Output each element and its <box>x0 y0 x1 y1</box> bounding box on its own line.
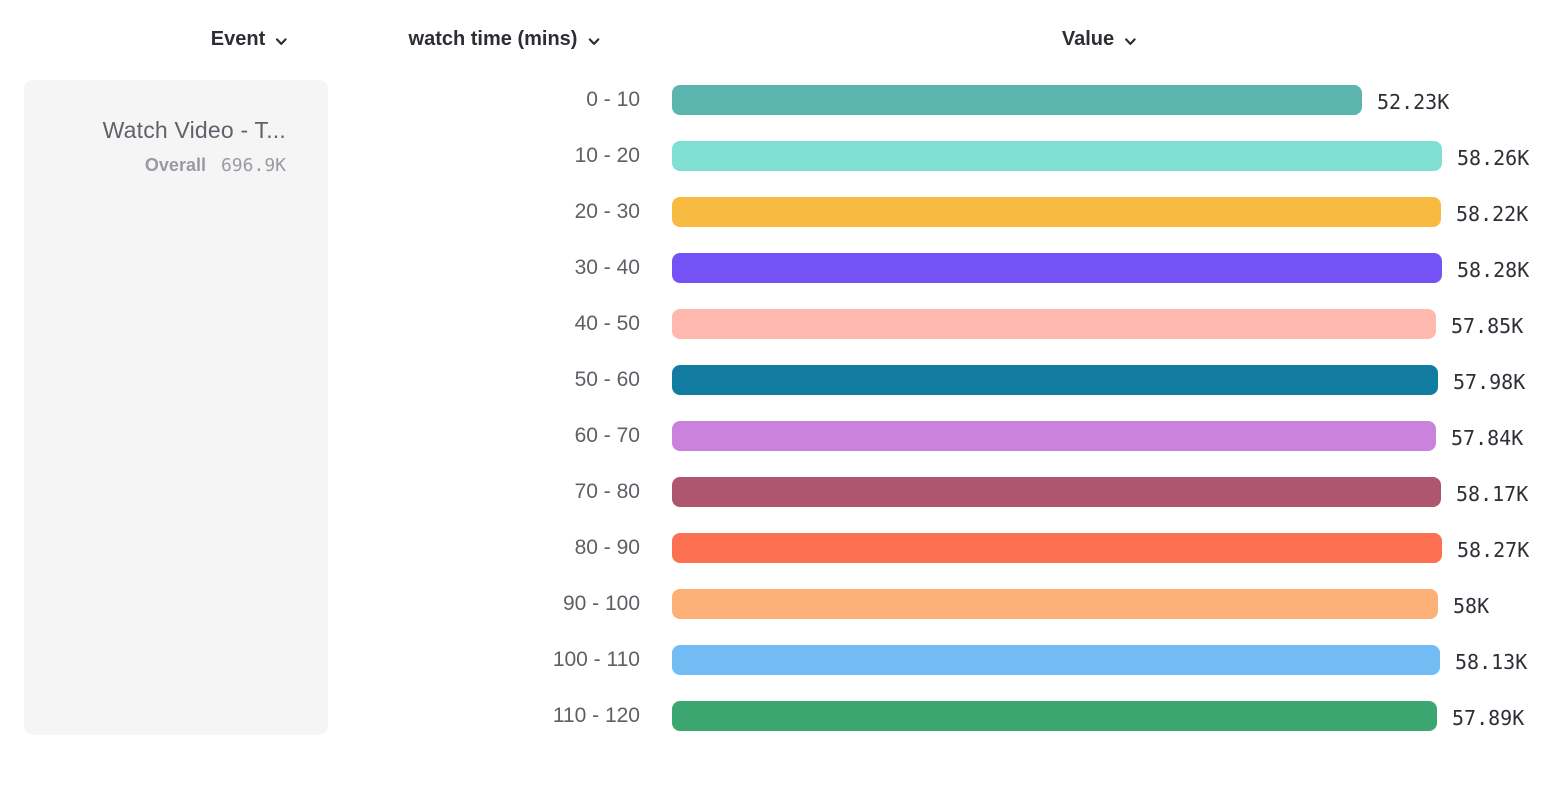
bar[interactable] <box>672 141 1442 171</box>
overall-value: 696.9K <box>220 154 286 176</box>
bar[interactable] <box>672 421 1436 451</box>
category-label: 60 - 70 <box>574 424 640 447</box>
bar[interactable] <box>672 533 1442 563</box>
value-column-header[interactable]: Value <box>1062 28 1138 51</box>
value-label: 58.22K <box>1456 202 1529 226</box>
chart-row: 30 - 40 58.28K <box>0 253 1568 283</box>
value-label: 57.84K <box>1451 426 1524 450</box>
bar[interactable] <box>672 309 1436 339</box>
chart-row: 20 - 30 58.22K <box>0 197 1568 227</box>
category-label: 20 - 30 <box>574 200 640 223</box>
chart-row: 50 - 60 57.98K <box>0 365 1568 395</box>
value-label: 58.28K <box>1457 258 1530 282</box>
chart-row: 110 - 120 57.89K <box>0 701 1568 731</box>
category-label: 0 - 10 <box>586 88 640 111</box>
chart-row: 70 - 80 58.17K <box>0 477 1568 507</box>
chart-row: 40 - 50 57.85K <box>0 309 1568 339</box>
category-label: 40 - 50 <box>574 312 640 335</box>
event-card[interactable]: Watch Video - T... Overall 696.9K <box>24 80 328 735</box>
category-label: 30 - 40 <box>574 256 640 279</box>
event-column-label: Event <box>210 28 266 50</box>
chart-row: 60 - 70 57.84K <box>0 421 1568 451</box>
breakdown-column-label: watch time (mins) <box>408 28 578 50</box>
value-label: 57.89K <box>1452 706 1525 730</box>
value-label: 58.26K <box>1457 146 1530 170</box>
chart-row: 90 - 100 58K <box>0 589 1568 619</box>
chart-row: 10 - 20 58.26K <box>0 141 1568 171</box>
chart-row: 80 - 90 58.27K <box>0 533 1568 563</box>
category-label: 80 - 90 <box>574 536 640 559</box>
chevron-down-icon <box>588 37 600 45</box>
chart-row: 0 - 10 52.23K <box>0 85 1568 115</box>
chevron-down-icon <box>276 37 288 45</box>
event-title: Watch Video - T... <box>102 117 286 143</box>
bar[interactable] <box>672 197 1441 227</box>
chart-row: 100 - 110 58.13K <box>0 645 1568 675</box>
bar[interactable] <box>672 589 1438 619</box>
breakdown-column-header[interactable]: watch time (mins) <box>409 28 602 51</box>
value-label: 58.27K <box>1457 538 1530 562</box>
bar[interactable] <box>672 365 1438 395</box>
category-label: 90 - 100 <box>562 592 640 615</box>
value-column-label: Value <box>1061 28 1115 50</box>
bar[interactable] <box>672 701 1437 731</box>
category-label: 10 - 20 <box>574 144 640 167</box>
bar[interactable] <box>672 85 1362 115</box>
value-label: 58.17K <box>1456 482 1529 506</box>
category-label: 100 - 110 <box>552 648 640 671</box>
category-label: 110 - 120 <box>552 704 640 727</box>
chevron-down-icon <box>1125 37 1136 45</box>
event-overall-row: Overall 696.9K <box>145 155 286 176</box>
value-label: 52.23K <box>1377 90 1450 114</box>
overall-label: Overall <box>144 154 206 175</box>
event-column-header[interactable]: Event <box>211 28 289 51</box>
category-label: 70 - 80 <box>574 480 640 503</box>
value-label: 57.85K <box>1451 314 1524 338</box>
category-label: 50 - 60 <box>574 368 640 391</box>
bar[interactable] <box>672 645 1440 675</box>
bar[interactable] <box>672 253 1442 283</box>
bar[interactable] <box>672 477 1441 507</box>
value-label: 57.98K <box>1453 370 1526 394</box>
value-label: 58.13K <box>1455 650 1528 674</box>
value-label: 58K <box>1453 594 1490 618</box>
